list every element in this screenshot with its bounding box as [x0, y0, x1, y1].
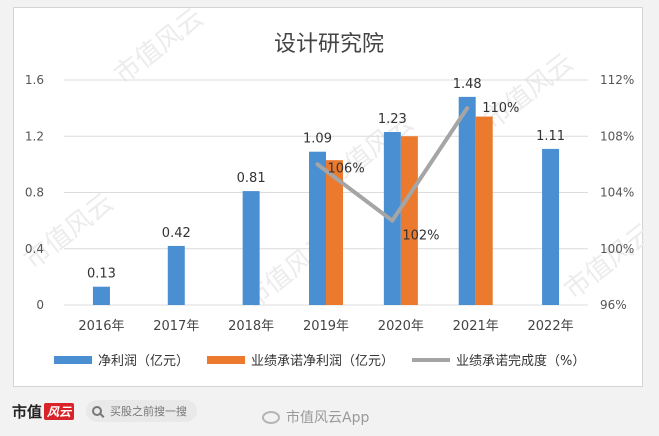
x-tick-label: 2017年	[153, 319, 199, 334]
data-label: 1.23	[378, 112, 407, 127]
bar-committed-profit	[326, 160, 343, 305]
legend-swatch	[54, 356, 92, 364]
right-tick-label: 112%	[600, 73, 634, 87]
right-tick-label: 108%	[600, 129, 634, 143]
data-label: 0.13	[87, 267, 116, 282]
brand-text: 市值	[12, 403, 43, 421]
search-box[interactable]: 买股之前搜一搜	[86, 400, 197, 422]
left-tick-label: 0.4	[25, 242, 44, 256]
left-tick-label: 1.2	[25, 129, 44, 143]
search-placeholder: 买股之前搜一搜	[110, 405, 187, 418]
data-label: 0.81	[237, 171, 266, 186]
watermark-text: 市值风云	[109, 8, 209, 91]
bar-net-profit	[309, 151, 326, 305]
weibo-attribution: 市值风云App	[262, 407, 369, 427]
data-label: 1.11	[536, 129, 565, 144]
x-tick-label: 2022年	[528, 319, 574, 334]
legend-label: 业绩承诺净利润（亿元）	[251, 354, 394, 369]
right-tick-label: 96%	[600, 298, 627, 312]
x-tick-label: 2020年	[378, 319, 424, 334]
data-label: 1.09	[303, 132, 332, 147]
brand-logo[interactable]: 市值 风云	[12, 401, 75, 422]
weibo-text: 市值风云App	[286, 410, 370, 426]
data-label: 0.42	[162, 226, 191, 241]
chart-card: 市值风云 市值风云 市值风云 市值风云 市值风云 市值风云 设计研究院 0 0.4 0.8 1.2 1…	[13, 7, 644, 387]
left-tick-label: 1.6	[25, 73, 44, 87]
line-data-label: 110%	[482, 101, 519, 116]
line-data-label: 102%	[402, 229, 439, 244]
right-tick-label: 100%	[600, 242, 634, 256]
bar-net-profit	[92, 286, 110, 305]
brand-mark: 风云	[44, 403, 75, 420]
watermark-text: 市值风云	[19, 188, 119, 276]
bar-net-profit	[242, 191, 260, 305]
bar-committed-profit	[475, 116, 493, 305]
line-completion-rate	[315, 106, 470, 223]
data-label: 1.48	[453, 77, 482, 92]
footer-bar: 市值 风云 买股之前搜一搜 市值风云App	[0, 392, 659, 436]
weibo-icon	[262, 410, 280, 424]
watermark-text: 市值风云	[479, 48, 579, 136]
left-tick-label: 0	[36, 298, 44, 312]
bar-net-profit	[167, 245, 185, 305]
line-data-label: 106%	[328, 161, 365, 176]
x-tick-label: 2021年	[453, 319, 499, 334]
search-icon	[92, 406, 102, 416]
x-tick-label: 2016年	[78, 319, 124, 334]
legend-label: 净利润（亿元）	[98, 354, 189, 369]
x-tick-label: 2019年	[303, 319, 349, 334]
bar-net-profit	[542, 148, 560, 305]
x-tick-label: 2018年	[228, 319, 274, 334]
chart-title: 设计研究院	[274, 32, 384, 57]
left-tick-label: 0.8	[25, 186, 44, 200]
bar-committed-profit	[400, 136, 418, 305]
legend-label: 业绩承诺完成度（%）	[456, 353, 585, 369]
right-tick-label: 104%	[600, 186, 634, 200]
bar-net-profit	[458, 96, 476, 305]
watermark-text: 市值风云	[559, 218, 644, 306]
legend-swatch	[207, 356, 245, 364]
